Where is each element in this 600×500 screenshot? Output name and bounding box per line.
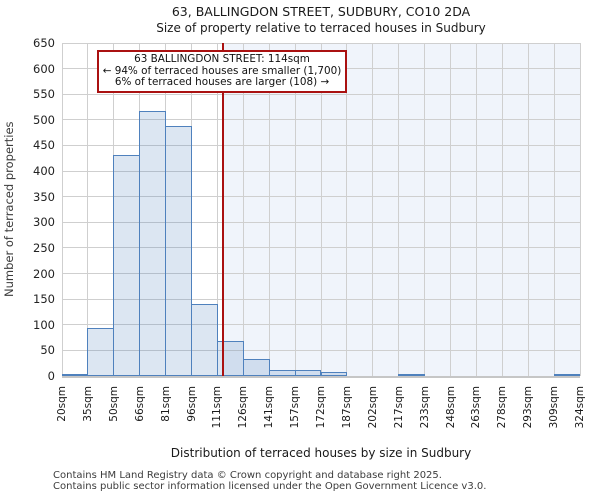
y-tick-label: 550 <box>33 87 55 102</box>
y-tick-label: 100 <box>33 317 55 332</box>
x-axis-line <box>62 376 580 378</box>
property-marker-line <box>221 43 224 376</box>
x-tick-label: 157sqm <box>289 386 302 429</box>
x-tick-label: 141sqm <box>263 386 276 429</box>
gridline-vertical <box>216 43 218 376</box>
histogram-bar <box>87 328 115 376</box>
histogram-bar <box>139 111 167 376</box>
histogram-bar <box>216 341 244 376</box>
y-tick-label: 350 <box>33 189 55 204</box>
histogram-bar <box>191 303 218 376</box>
larger-region-shade <box>222 43 580 376</box>
x-tick-label: 81sqm <box>159 386 172 422</box>
gridline-vertical <box>398 43 400 376</box>
x-tick-label: 263sqm <box>470 386 483 429</box>
x-tick-label: 293sqm <box>522 386 535 429</box>
gridline-vertical <box>242 43 244 376</box>
x-tick-label: 187sqm <box>340 386 353 429</box>
histogram-bar <box>113 154 141 376</box>
footer: Contains HM Land Registry data © Crown c… <box>53 470 486 493</box>
x-tick-label: 35sqm <box>81 386 94 422</box>
gridline-vertical <box>475 43 477 376</box>
annotation-line-larger: 6% of terraced houses are larger (108) → <box>114 76 330 88</box>
x-tick-label: 20sqm <box>56 386 68 422</box>
footer-line-licence: Contains public sector information licen… <box>53 481 487 493</box>
y-tick-label: 600 <box>33 61 55 76</box>
x-tick-label: 217sqm <box>392 386 405 429</box>
histogram-bar <box>398 373 426 376</box>
histogram-bar <box>553 374 581 376</box>
gridline-vertical <box>450 43 451 376</box>
gridline-vertical <box>346 43 348 376</box>
annotation-line-smaller: ← 94% of terraced houses are smaller (1,… <box>102 64 342 77</box>
y-tick-label: 400 <box>33 164 55 179</box>
y-tick-label: 250 <box>33 240 55 255</box>
chart-title: 63, BALLINGDON STREET, SUDBURY, CO10 2DA <box>171 4 471 19</box>
x-tick-label: 278sqm <box>496 386 509 429</box>
x-tick-label: 233sqm <box>418 386 431 429</box>
footer-line-copyright: Contains HM Land Registry data © Crown c… <box>53 470 442 481</box>
y-tick-label: 150 <box>33 292 55 307</box>
y-tick-label: 300 <box>33 215 55 230</box>
gridline-vertical <box>320 43 322 376</box>
y-tick-label: 50 <box>40 343 55 358</box>
chart-subtitle: Size of property relative to terraced ho… <box>156 21 486 35</box>
histogram-bar <box>165 125 192 376</box>
y-tick-label: 0 <box>47 369 55 383</box>
x-tick-label: 172sqm <box>315 386 327 429</box>
annotation-line-property: 63 BALLINGDON STREET: 114sqm <box>134 53 310 65</box>
annotation-box: 63 BALLINGDON STREET: 114sqm ← 94% of te… <box>97 50 347 93</box>
x-tick-label: 202sqm <box>366 386 379 429</box>
gridline-vertical <box>294 43 296 376</box>
y-tick-label: 200 <box>33 266 55 281</box>
y-tick-label: 500 <box>33 112 55 127</box>
x-tick-label: 50sqm <box>107 386 120 422</box>
gridline-vertical <box>268 43 270 376</box>
x-tick-label: 309sqm <box>548 386 561 429</box>
histogram-bar <box>320 371 348 376</box>
gridline-vertical <box>372 43 374 376</box>
x-tick-label: 126sqm <box>237 386 250 429</box>
gridline-vertical <box>501 43 503 376</box>
x-tick-label: 324sqm <box>574 386 586 429</box>
gridline-vertical <box>527 43 529 376</box>
y-tick-label: 450 <box>33 138 55 153</box>
x-axis-label: Distribution of terraced houses by size … <box>170 446 472 460</box>
histogram-bar <box>242 359 270 376</box>
x-tick-label: 111sqm <box>211 386 224 429</box>
gridline-vertical <box>424 43 426 376</box>
x-tick-label: 248sqm <box>444 386 457 429</box>
gridline-vertical <box>579 43 581 376</box>
gridline-vertical <box>87 43 89 376</box>
x-tick-label: 66sqm <box>133 386 146 422</box>
gridline-vertical <box>61 43 63 376</box>
gridline-vertical <box>553 43 555 376</box>
plot-area <box>61 42 581 378</box>
y-tick-label: 650 <box>33 36 55 50</box>
x-tick-label: 96sqm <box>185 386 198 422</box>
